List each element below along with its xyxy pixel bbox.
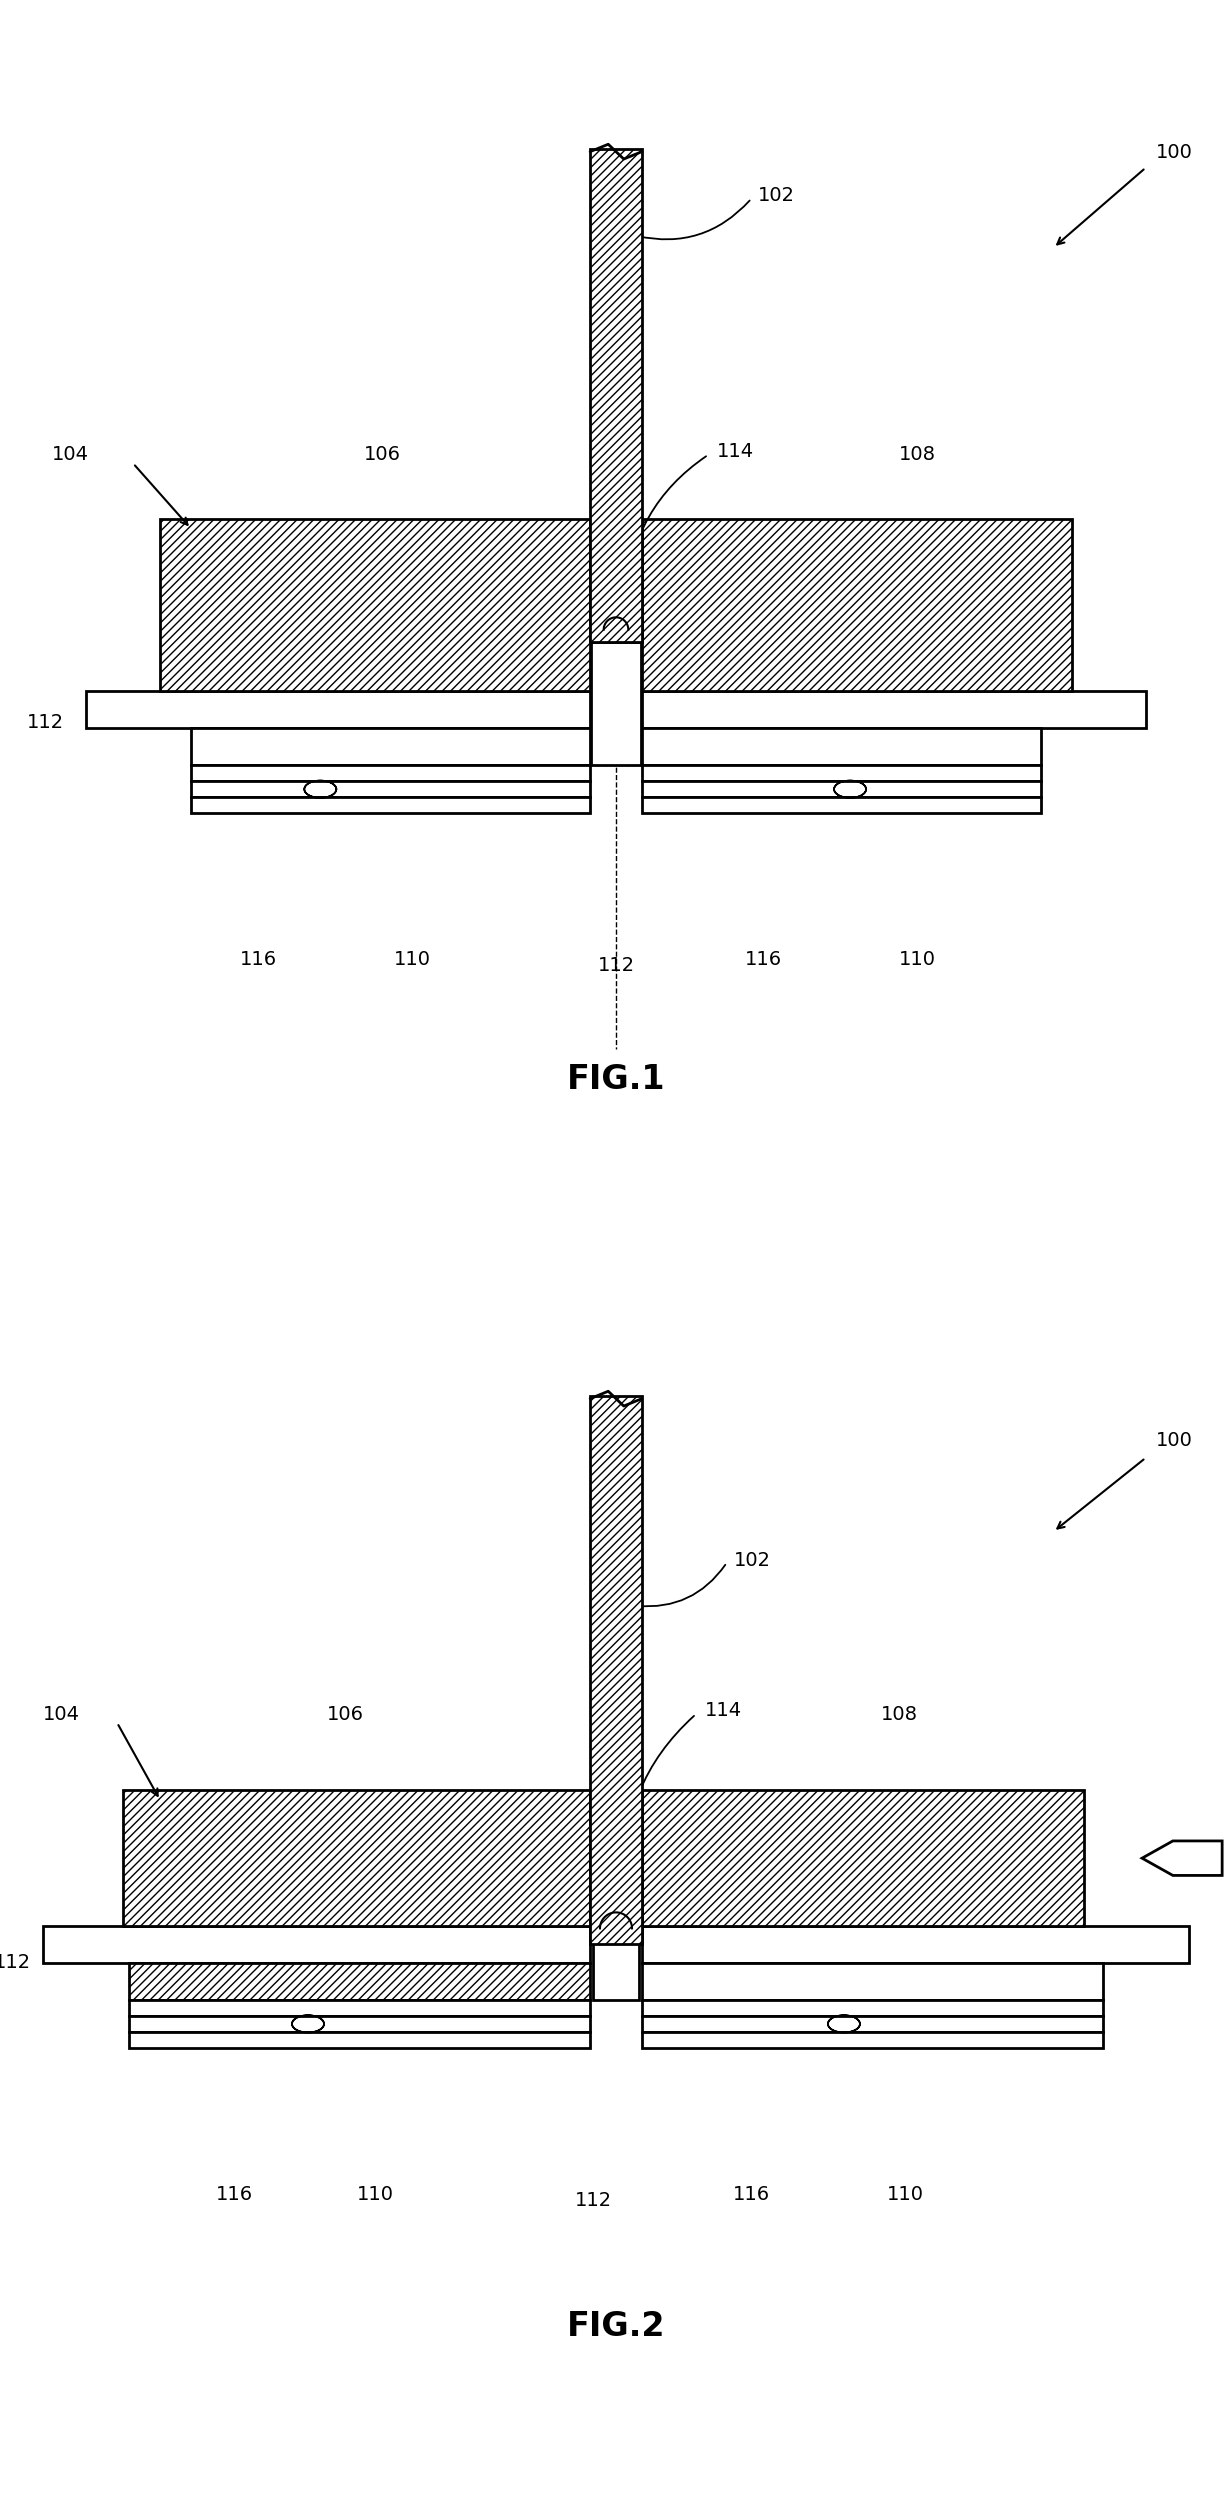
Text: 108: 108 <box>881 1703 918 1723</box>
Bar <box>123 1791 590 1925</box>
Bar <box>43 1925 590 1963</box>
Text: 110: 110 <box>357 2185 394 2205</box>
Bar <box>642 766 1041 781</box>
Bar <box>642 691 1146 728</box>
Bar <box>642 728 1041 766</box>
Bar <box>191 781 590 798</box>
Bar <box>642 1791 1084 1925</box>
Text: 110: 110 <box>899 950 936 970</box>
Text: 112: 112 <box>575 2190 612 2210</box>
Bar <box>191 766 590 781</box>
Text: 116: 116 <box>733 2185 770 2205</box>
Bar <box>191 728 590 766</box>
Text: 116: 116 <box>745 950 782 970</box>
Bar <box>642 1963 1103 2000</box>
Bar <box>642 519 1072 691</box>
Bar <box>591 641 641 766</box>
Bar <box>129 2033 590 2048</box>
Bar <box>642 2000 1103 2015</box>
Bar <box>590 1397 642 1945</box>
Text: 114: 114 <box>705 1701 742 1721</box>
Text: 104: 104 <box>52 446 89 464</box>
Bar <box>160 519 590 691</box>
Text: 116: 116 <box>240 950 277 970</box>
Bar <box>129 2000 590 2015</box>
Bar <box>129 2015 590 2033</box>
Text: 106: 106 <box>363 446 400 464</box>
Text: 116: 116 <box>216 2185 253 2205</box>
Text: FIG.1: FIG.1 <box>567 1062 665 1095</box>
Bar <box>590 150 642 641</box>
Bar <box>642 798 1041 813</box>
Bar <box>593 1925 639 2000</box>
Text: 110: 110 <box>394 950 431 970</box>
Bar <box>86 691 590 728</box>
Bar <box>642 1925 1189 1963</box>
FancyArrow shape <box>1142 1841 1222 1875</box>
Bar <box>642 781 1041 798</box>
Text: 108: 108 <box>899 446 936 464</box>
Text: FIG.2: FIG.2 <box>567 2309 665 2342</box>
Text: 112: 112 <box>0 1953 31 1973</box>
Text: 112: 112 <box>27 713 64 731</box>
Text: 106: 106 <box>326 1703 363 1723</box>
Text: 112: 112 <box>598 955 634 975</box>
Text: 100: 100 <box>1156 1432 1193 1452</box>
Text: 110: 110 <box>887 2185 924 2205</box>
Text: 102: 102 <box>758 187 795 205</box>
Bar <box>642 2033 1103 2048</box>
Bar <box>129 1963 590 2000</box>
Bar <box>191 798 590 813</box>
Bar <box>642 2015 1103 2033</box>
Text: 100: 100 <box>1156 142 1193 162</box>
Text: 104: 104 <box>43 1703 80 1723</box>
Text: 114: 114 <box>717 441 754 461</box>
Text: 102: 102 <box>734 1551 771 1569</box>
